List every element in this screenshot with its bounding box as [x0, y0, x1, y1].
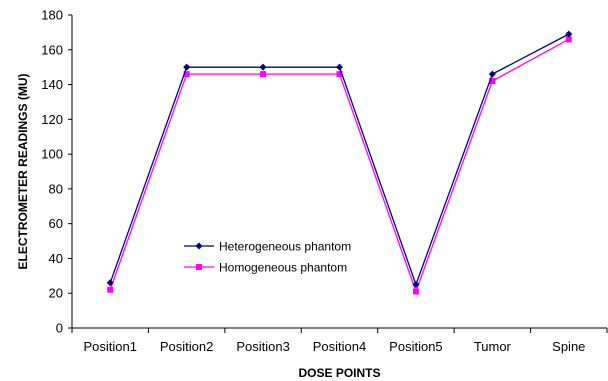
data-point — [565, 30, 573, 38]
series-line — [109, 38, 570, 294]
y-tick-label: 160 — [41, 42, 63, 57]
data-point — [489, 78, 496, 85]
data-point — [565, 36, 572, 43]
x-tick-label: Position5 — [389, 339, 442, 354]
legend-item: Heterogeneous phantom — [184, 240, 351, 254]
y-tick-label: 40 — [49, 251, 63, 266]
y-tick-label: 20 — [49, 286, 63, 301]
x-tick-label: Position4 — [313, 339, 366, 354]
data-point — [107, 286, 114, 293]
y-axis-title: ELECTROMETER READINGS (MU) — [16, 74, 30, 270]
data-point — [336, 63, 343, 71]
chart-legend: Heterogeneous phantom Homogeneous phantom — [184, 240, 351, 275]
data-point — [106, 279, 114, 287]
y-tick-label: 60 — [49, 216, 63, 231]
legend-label: Homogeneous phantom — [219, 261, 347, 275]
data-point — [488, 70, 496, 78]
data-point — [260, 71, 267, 78]
y-tick-label: 0 — [56, 321, 63, 336]
series-2 — [107, 36, 572, 295]
x-tick-label: Position2 — [160, 339, 213, 354]
data-point — [183, 63, 191, 71]
y-tick-label: 80 — [49, 181, 63, 196]
x-axis-ticks: Position1 Position2 Position3 Position4 Posi… — [71, 328, 608, 354]
series-1 — [106, 30, 573, 289]
x-axis-title: DOSE POINTS — [298, 366, 380, 380]
y-tick-label: 120 — [41, 112, 63, 127]
x-tick-label: Position3 — [236, 339, 289, 354]
x-tick-label: Spine — [552, 339, 585, 354]
x-tick-label: Position1 — [83, 339, 136, 354]
legend-marker — [195, 242, 203, 250]
data-point — [336, 71, 343, 78]
data-point — [412, 281, 420, 289]
y-axis-ticks: 0 20 40 60 80 100 120 140 160 180 — [41, 8, 72, 336]
series-layer — [106, 30, 573, 295]
data-point — [183, 71, 190, 78]
legend-item: Homogeneous phantom — [184, 261, 347, 275]
data-point — [412, 288, 419, 295]
legend-label: Heterogeneous phantom — [219, 240, 351, 254]
x-tick-label: Tumor — [474, 339, 512, 354]
y-tick-label: 140 — [41, 77, 63, 92]
legend-marker — [196, 264, 202, 270]
y-tick-label: 100 — [41, 147, 63, 162]
data-point — [259, 63, 267, 71]
y-tick-label: 180 — [41, 8, 63, 23]
